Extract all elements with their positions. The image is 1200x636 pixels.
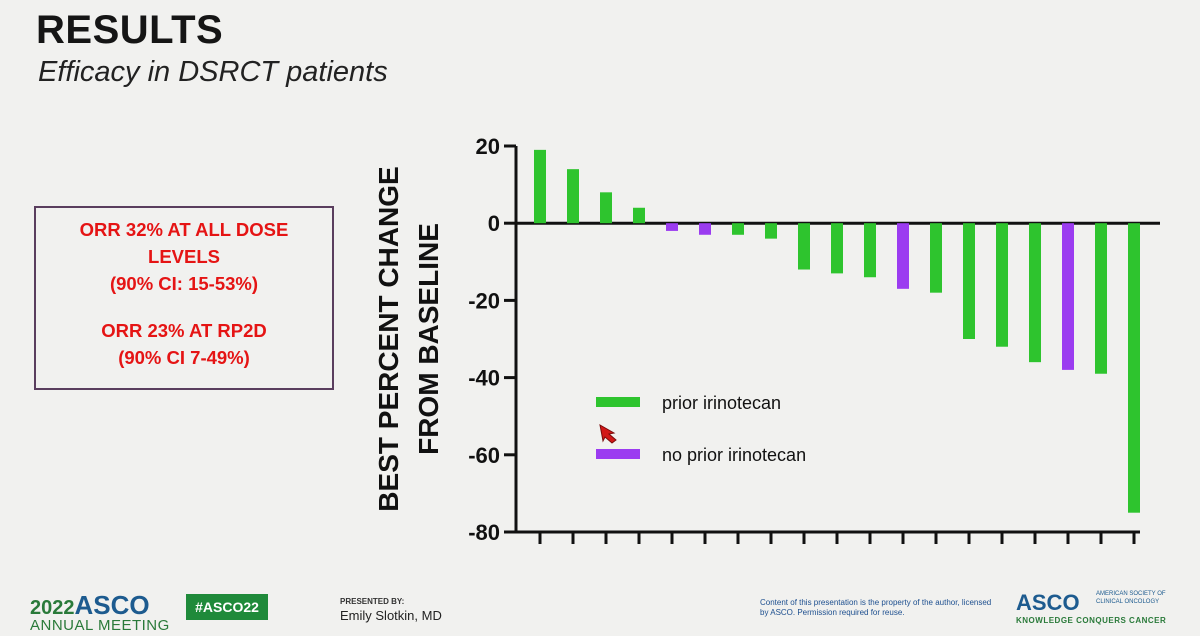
bar-6: [699, 223, 711, 235]
orr-line-4: ORR 23% AT RP2D: [101, 320, 267, 341]
meeting-name: ANNUAL MEETING: [30, 617, 170, 634]
tagline: KNOWLEDGE CONQUERS CANCER: [1016, 616, 1167, 625]
y-axis-label-line2: FROM BASELINE: [413, 223, 444, 455]
asco-logo-text: ASCO: [1016, 590, 1080, 615]
presenter-name: Emily Slotkin, MD: [340, 608, 442, 623]
orr-line-3: (90% CI: 15-53%): [109, 273, 259, 294]
orr-line-5: (90% CI 7-49%): [118, 347, 250, 368]
bar-11: [864, 223, 876, 278]
bar-4: [633, 207, 645, 224]
meeting-asco: ASCO: [74, 590, 150, 620]
legend-label-no_prior: no prior irinotecan: [662, 445, 806, 465]
society-name: AMERICAN SOCIETY OF CLINICAL ONCOLOGY: [1096, 591, 1166, 605]
bar-5: [666, 223, 678, 231]
slide-title: RESULTS: [36, 8, 224, 52]
bar-12: [897, 223, 909, 289]
copyright-notice: Content of this presentation is the prop…: [760, 598, 992, 617]
y-tick-label: -80: [468, 520, 500, 545]
hashtag-badge: #ASCO22: [186, 594, 268, 620]
bar-18: [1095, 223, 1107, 374]
bar-16: [1029, 223, 1041, 363]
bar-15: [996, 223, 1008, 347]
bar-13: [930, 223, 942, 293]
orr-summary-box: ORR 32% AT ALL DOSE LEVELS (90% CI: 15-5…: [34, 206, 334, 390]
bar-3: [600, 192, 612, 224]
y-tick-label: 20: [476, 134, 500, 159]
asco-society-logo: ASCO AMERICAN SOCIETY OF CLINICAL ONCOLO…: [1016, 590, 1166, 625]
bar-2: [567, 169, 579, 224]
y-tick-label: -60: [468, 443, 500, 468]
asco-meeting-logo: 2022ASCO ANNUAL MEETING: [30, 590, 170, 634]
bar-19: [1128, 223, 1140, 513]
presented-by-label: PRESENTED BY:: [340, 597, 405, 606]
orr-line-2: LEVELS: [148, 246, 220, 267]
legend-label-prior: prior irinotecan: [662, 393, 781, 413]
bar-8: [765, 223, 777, 239]
bar-1: [534, 149, 546, 224]
y-tick-label: -20: [468, 288, 500, 313]
bar-9: [798, 223, 810, 270]
meeting-year: 2022: [30, 597, 75, 619]
bar-14: [963, 223, 975, 339]
bar-7: [732, 223, 744, 235]
y-axis-label-line1: BEST PERCENT CHANGE: [373, 166, 404, 511]
bar-17: [1062, 223, 1074, 370]
y-tick-label: -40: [468, 366, 500, 391]
pointer-cursor-icon: [599, 424, 617, 444]
slide-subtitle: Efficacy in DSRCT patients: [38, 56, 388, 88]
y-tick-label: 0: [488, 211, 500, 236]
legend-swatch-prior: [596, 397, 640, 407]
orr-line-1: ORR 32% AT ALL DOSE: [79, 219, 289, 240]
bar-10: [831, 223, 843, 274]
waterfall-chart: 20 0 -20 -40 -60 -80 BEST PERCENT CHANGE FROM B…: [373, 134, 1160, 545]
legend-swatch-no_prior: [596, 449, 640, 459]
